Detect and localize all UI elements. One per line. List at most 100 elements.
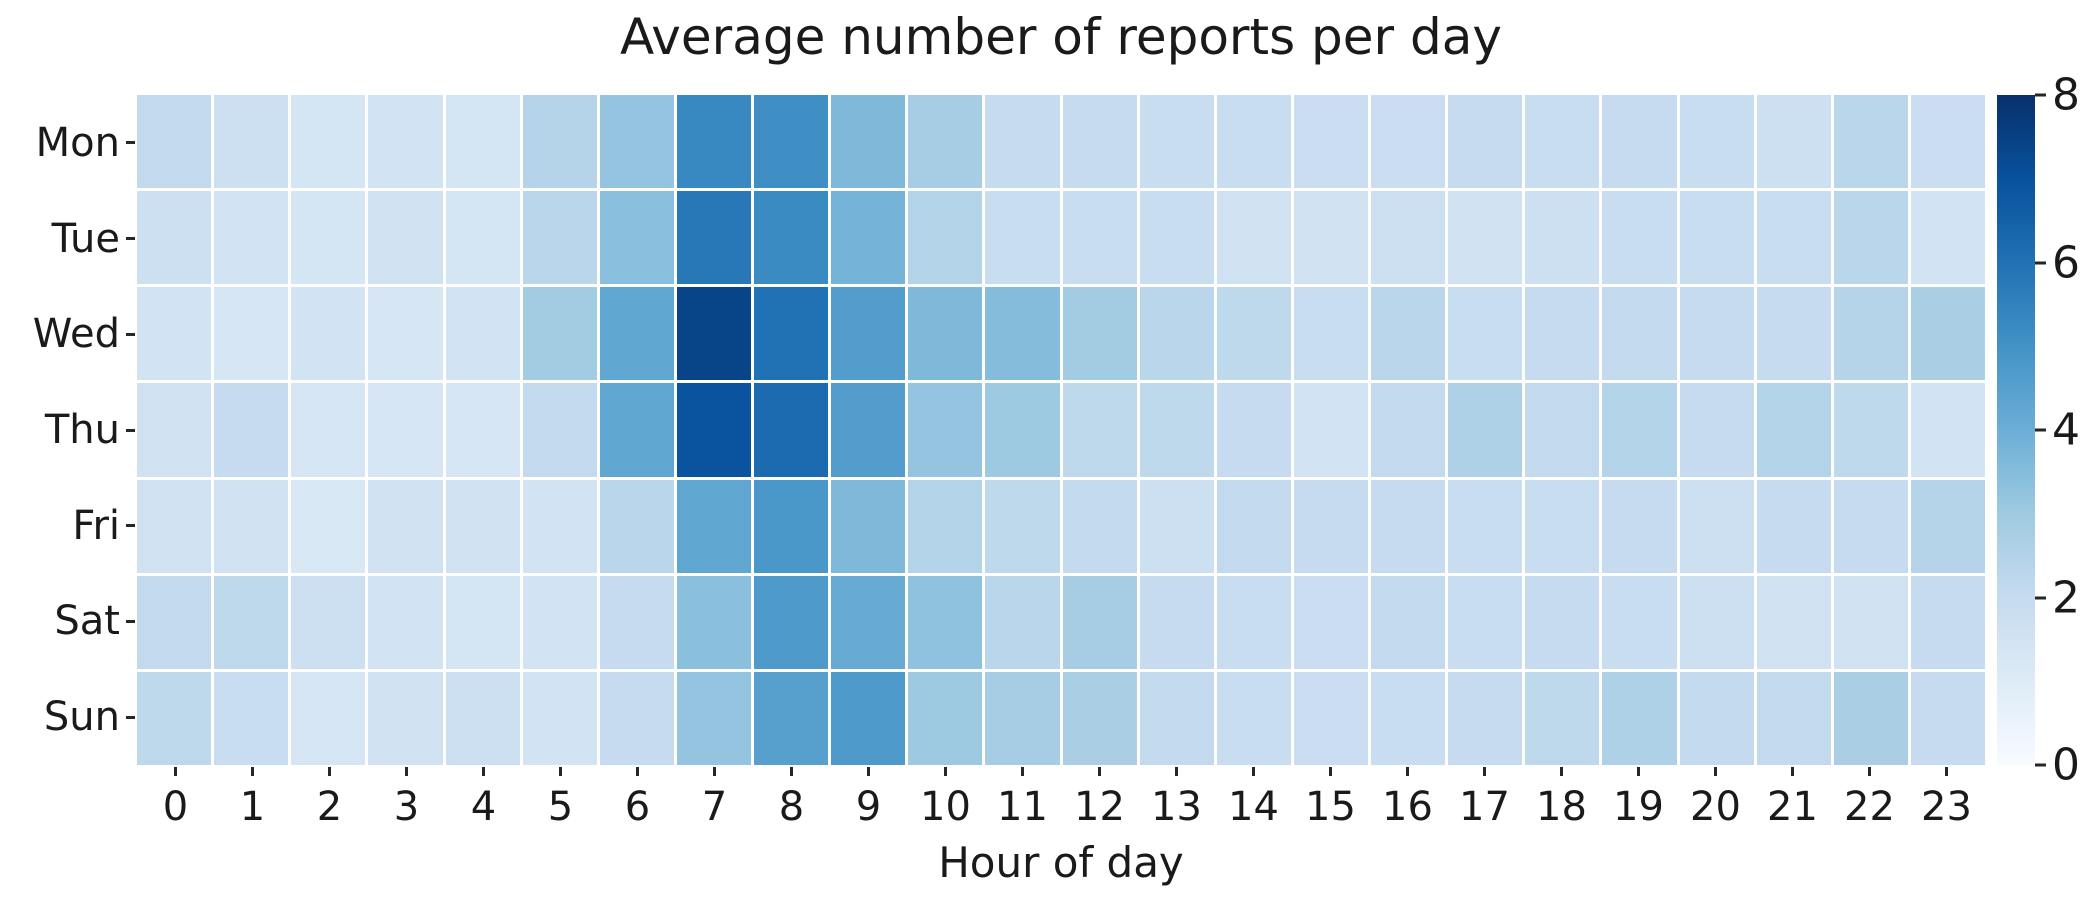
heatmap-cell xyxy=(1371,383,1446,477)
heatmap-cell xyxy=(676,575,751,669)
colorbar-tick-label: 4 xyxy=(2052,404,2080,456)
heatmap-cell xyxy=(599,191,674,285)
x-tick-label: 8 xyxy=(778,784,805,830)
x-tick-mark xyxy=(1252,767,1255,776)
colorbar-tick-label: 0 xyxy=(2052,739,2080,791)
heatmap-cell xyxy=(214,383,289,477)
x-tick-mark xyxy=(1406,767,1409,776)
heatmap-cell xyxy=(599,383,674,477)
heatmap-cell xyxy=(985,287,1060,381)
heatmap-cell xyxy=(1602,575,1677,669)
heatmap-cell xyxy=(214,287,289,381)
heatmap-cell xyxy=(831,575,906,669)
heatmap-cell xyxy=(1371,287,1446,381)
heatmap-cell xyxy=(1216,191,1291,285)
heatmap-cell xyxy=(1910,671,1985,765)
heatmap-cell xyxy=(1062,671,1137,765)
heatmap-cell xyxy=(985,575,1060,669)
heatmap-cell xyxy=(522,287,597,381)
y-tick-label: Fri xyxy=(72,502,120,549)
x-tick-label: 14 xyxy=(1228,784,1279,830)
heatmap-cell xyxy=(1756,287,1831,381)
heatmap-cell xyxy=(1833,191,1908,285)
x-tick-label: 0 xyxy=(162,784,189,830)
heatmap-cell xyxy=(1910,191,1985,285)
x-tick-label: 13 xyxy=(1151,784,1202,830)
heatmap-cell xyxy=(1910,479,1985,573)
heatmap-cell xyxy=(1139,191,1214,285)
heatmap-cell xyxy=(1293,383,1368,477)
x-tick-label: 2 xyxy=(316,784,343,830)
colorbar-tick-mark xyxy=(2035,428,2046,432)
x-tick-label: 23 xyxy=(1921,784,1972,830)
heatmap-cell xyxy=(522,479,597,573)
heatmap-cell xyxy=(1910,575,1985,669)
heatmap-cell xyxy=(676,479,751,573)
heatmap-cell xyxy=(676,95,751,189)
heatmap-cell xyxy=(1062,191,1137,285)
heatmap-cell xyxy=(985,383,1060,477)
heatmap-cell xyxy=(1139,479,1214,573)
heatmap-cell xyxy=(291,575,366,669)
x-tick-mark xyxy=(1714,767,1717,776)
heatmap-cell xyxy=(214,575,289,669)
x-tick-label: 20 xyxy=(1690,784,1741,830)
x-tick-mark xyxy=(636,767,639,776)
heatmap-cell xyxy=(1525,191,1600,285)
heatmap-cell xyxy=(1910,95,1985,189)
x-tick-mark xyxy=(174,767,177,776)
heatmap-cell xyxy=(137,191,212,285)
x-tick-label: 17 xyxy=(1459,784,1510,830)
heatmap-cell xyxy=(1371,479,1446,573)
heatmap-cell xyxy=(445,191,520,285)
heatmap-cell xyxy=(599,671,674,765)
heatmap-cell xyxy=(291,383,366,477)
heatmap-cell xyxy=(368,575,443,669)
heatmap-cell xyxy=(1525,671,1600,765)
heatmap-cell xyxy=(985,671,1060,765)
colorbar-tick-label: 6 xyxy=(2052,237,2080,288)
heatmap-cell xyxy=(908,479,983,573)
heatmap-cell xyxy=(1910,287,1985,381)
heatmap-cell xyxy=(522,671,597,765)
heatmap-cell xyxy=(831,287,906,381)
x-tick-label: 4 xyxy=(470,784,497,830)
x-tick-label: 15 xyxy=(1305,784,1356,830)
x-tick-mark xyxy=(1175,767,1178,776)
x-tick-label: 10 xyxy=(920,784,971,830)
x-axis-label: Hour of day xyxy=(938,838,1184,887)
heatmap-cell xyxy=(137,479,212,573)
heatmap-cell xyxy=(908,671,983,765)
y-tick-mark xyxy=(126,332,135,336)
colorbar-tick-mark xyxy=(2035,93,2046,97)
heatmap-grid xyxy=(137,95,1985,765)
heatmap-cell xyxy=(1448,575,1523,669)
heatmap-cell xyxy=(368,383,443,477)
y-tick-label: Tue xyxy=(51,215,120,262)
heatmap-cell xyxy=(1448,671,1523,765)
heatmap-cell xyxy=(368,95,443,189)
heatmap-cell xyxy=(908,383,983,477)
heatmap-cell xyxy=(754,479,829,573)
x-tick-mark xyxy=(1021,767,1024,776)
heatmap-cell xyxy=(214,191,289,285)
heatmap-cell xyxy=(1756,383,1831,477)
heatmap-cell xyxy=(1833,287,1908,381)
heatmap-cell xyxy=(985,479,1060,573)
heatmap-cell xyxy=(137,383,212,477)
heatmap-cell xyxy=(291,479,366,573)
x-tick-label: 19 xyxy=(1613,784,1664,830)
y-tick-mark xyxy=(126,237,135,241)
x-tick-label: 1 xyxy=(239,784,266,830)
x-tick-mark xyxy=(1560,767,1563,776)
heatmap-cell xyxy=(1602,191,1677,285)
x-tick-label: 22 xyxy=(1844,784,1895,830)
colorbar-tick-mark xyxy=(2035,596,2046,599)
heatmap-cell xyxy=(754,383,829,477)
heatmap-cell xyxy=(831,671,906,765)
y-tick-label: Wed xyxy=(32,311,120,358)
x-tick-label: 16 xyxy=(1382,784,1433,830)
heatmap-cell xyxy=(1756,575,1831,669)
heatmap-cell xyxy=(1910,383,1985,477)
